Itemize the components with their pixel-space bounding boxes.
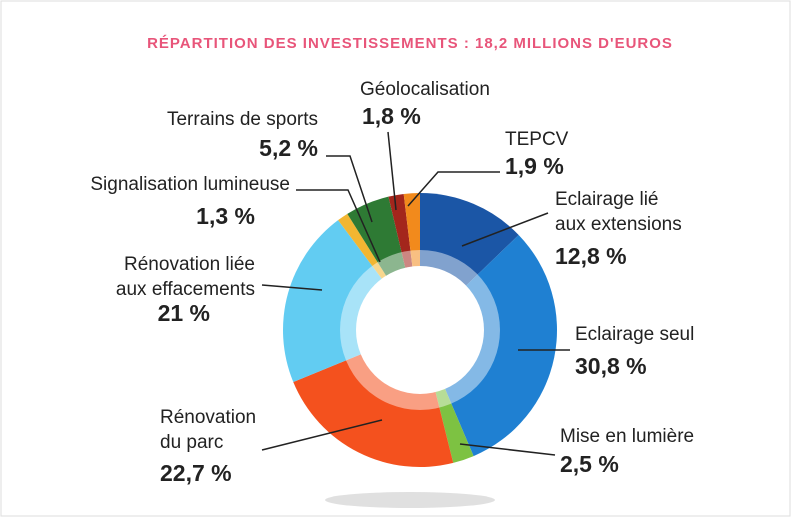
slice-label: Eclairage lié: [555, 189, 659, 210]
value-label: 5,2 %: [259, 135, 318, 161]
leader-line: [261, 419, 383, 451]
leader-line: [387, 131, 397, 211]
value-label: 2,5 %: [560, 451, 619, 477]
slice-label: du parc: [160, 432, 223, 453]
value-label: 1,9 %: [505, 153, 564, 179]
slice-label: TEPCV: [505, 129, 569, 150]
slice-label: Rénovation liée: [124, 254, 255, 275]
chart-title: RÉPARTITION DES INVESTISSEMENTS : 18,2 M…: [147, 35, 673, 52]
slice-label: aux effacements: [116, 279, 255, 300]
slice-label: aux extensions: [555, 214, 682, 235]
leader-line: [459, 443, 556, 456]
slice-label: Géolocalisation: [360, 79, 490, 100]
slice: [420, 234, 557, 457]
slice-label: Signalisation lumineuse: [90, 174, 290, 195]
hole: [356, 266, 484, 394]
value-label: 1,8 %: [362, 103, 421, 129]
value-label: 1,3 %: [196, 203, 255, 229]
leader-line: [261, 284, 323, 291]
slice-label: Terrains de sports: [167, 109, 318, 130]
slice-label: Rénovation: [160, 407, 256, 428]
value-label: 30,8 %: [575, 353, 647, 379]
slice-label: Eclairage seul: [575, 324, 694, 345]
leader-line: [461, 212, 549, 247]
value-label: 22,7 %: [160, 460, 232, 486]
slice-label: Mise en lumière: [560, 426, 694, 447]
leader-line: [296, 189, 381, 263]
leader-line: [407, 171, 500, 207]
shadow: [325, 492, 495, 508]
value-label: 12,8 %: [555, 243, 627, 269]
value-label: 21 %: [158, 300, 210, 326]
leader-line: [326, 155, 373, 223]
